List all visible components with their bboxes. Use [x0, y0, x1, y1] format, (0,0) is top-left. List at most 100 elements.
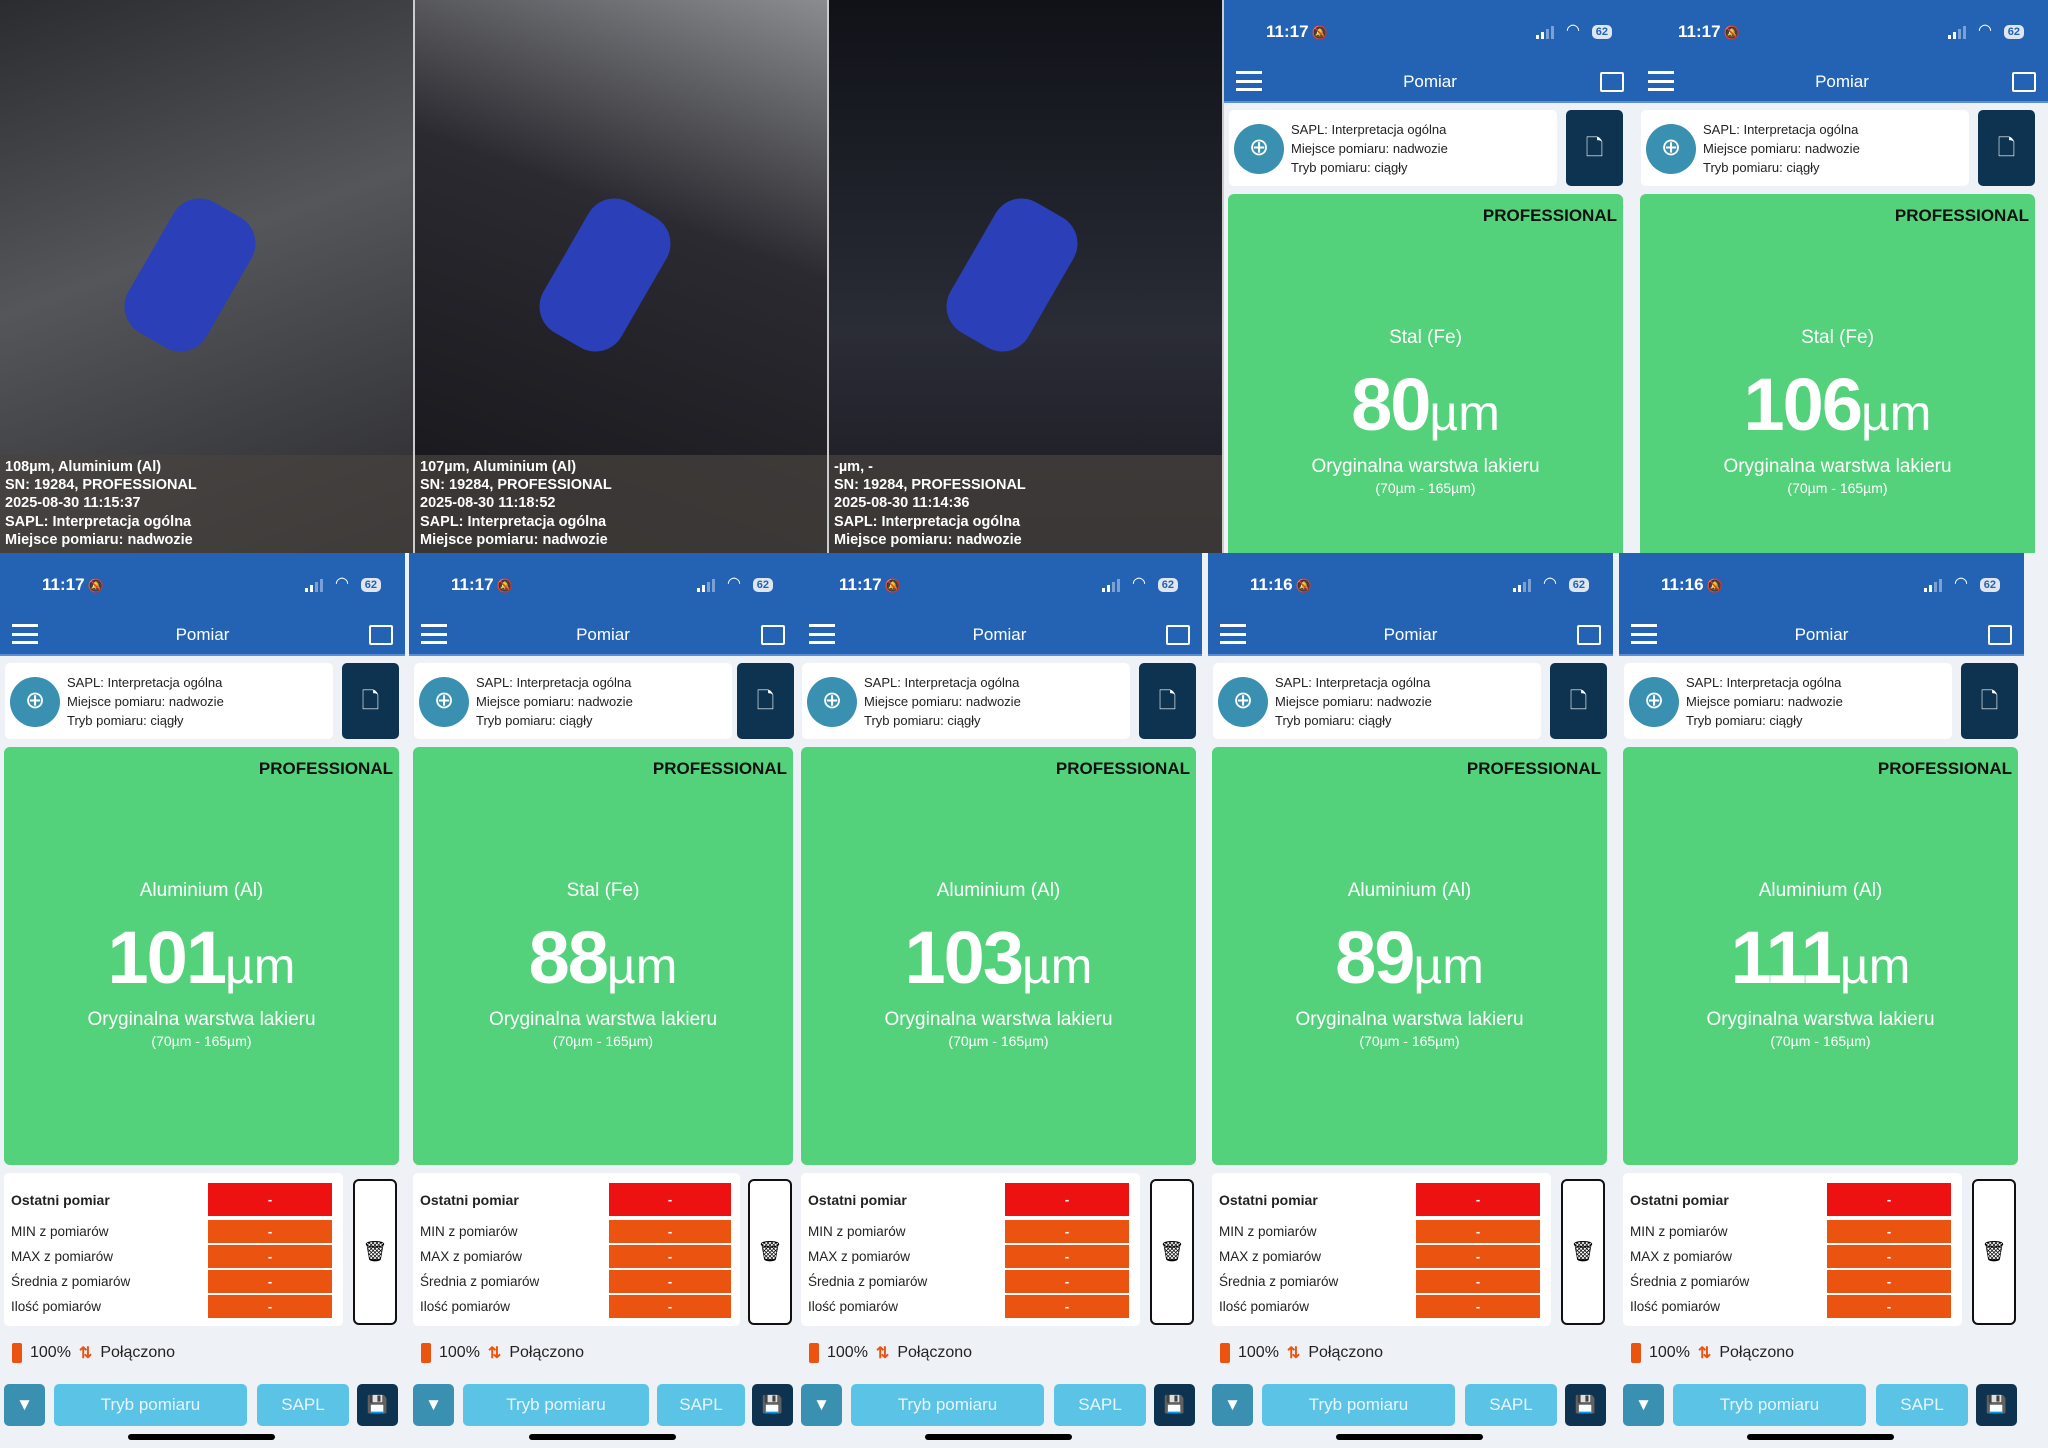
camera-button[interactable]: ⊕ — [1629, 677, 1679, 727]
delete-button[interactable]: 🗑 — [1150, 1179, 1194, 1325]
edition-badge: PROFESSIONAL — [1055, 759, 1190, 778]
fullscreen-icon[interactable] — [761, 625, 785, 645]
caption-line: SN: 19284, PROFESSIONAL — [420, 477, 612, 494]
mode-button[interactable]: Tryb pomiaru — [1262, 1384, 1455, 1426]
mode-button[interactable]: Tryb pomiaru — [54, 1384, 247, 1426]
probe-button[interactable]: ▼ — [801, 1384, 842, 1426]
menu-icon[interactable] — [12, 624, 38, 644]
camera-button[interactable]: ⊕ — [1234, 124, 1284, 174]
range: (70µm - 165µm) — [1787, 480, 1888, 496]
signal-icon — [1513, 579, 1531, 592]
transfer-icon: ⇅ — [1286, 1345, 1301, 1362]
bell-muted-icon: 🔕 — [884, 578, 901, 593]
metal-type: Aluminium (Al) — [1347, 880, 1472, 901]
camera-button[interactable]: ⊕ — [1218, 677, 1268, 727]
save-button[interactable]: 💾 — [357, 1384, 398, 1426]
fullscreen-icon[interactable] — [1166, 625, 1190, 645]
nav-bar: Pomiar — [0, 614, 405, 656]
stat-label: Średnia z pomiarów — [1219, 1273, 1339, 1289]
stat-value: - — [1827, 1245, 1951, 1268]
stat-value: - — [208, 1295, 332, 1318]
time: 11:17 — [839, 575, 882, 594]
stat-value: - — [609, 1270, 731, 1293]
add-file-button[interactable]: 🗋 — [342, 663, 399, 739]
file-plus-icon: 🗋 — [1158, 688, 1177, 713]
menu-icon[interactable] — [1631, 624, 1657, 644]
save-button[interactable]: 💾 — [1976, 1384, 2017, 1426]
home-indicator — [1747, 1434, 1894, 1440]
menu-icon[interactable] — [809, 624, 835, 644]
menu-icon[interactable] — [1220, 624, 1246, 644]
sapl-button[interactable]: SAPL — [1876, 1384, 1968, 1426]
save-button[interactable]: 💾 — [1565, 1384, 1606, 1426]
gauge-device-image — [935, 187, 1089, 363]
save-button[interactable]: 💾 — [752, 1384, 793, 1426]
add-file-button[interactable]: 🗋 — [1961, 663, 2018, 739]
menu-icon[interactable] — [1236, 71, 1262, 91]
stat-value: - — [609, 1295, 731, 1318]
sapl-button[interactable]: SAPL — [1054, 1384, 1146, 1426]
device-battery: 100% — [30, 1344, 71, 1361]
stat-label: Średnia z pomiarów — [420, 1273, 540, 1289]
fullscreen-icon[interactable] — [2012, 72, 2036, 92]
info-line: Tryb pomiaru: ciągły — [1275, 713, 1392, 728]
bell-muted-icon: 🔕 — [1295, 578, 1312, 593]
status-bar: 11:17 🔕 ◠ 62 — [1636, 0, 2048, 61]
caption-line: 2025-08-30 11:14:36 — [834, 495, 970, 512]
stat-label: MAX z pomiarów — [420, 1248, 523, 1264]
delete-button[interactable]: 🗑 — [748, 1179, 792, 1325]
stat-label: Średnia z pomiarów — [1630, 1273, 1750, 1289]
info-line: Tryb pomiaru: ciągły — [67, 713, 184, 728]
file-plus-icon: 🗋 — [1585, 135, 1604, 160]
value-number: 88 — [528, 916, 609, 999]
sapl-button[interactable]: SAPL — [1465, 1384, 1557, 1426]
edition-badge: PROFESSIONAL — [258, 759, 393, 778]
delete-button[interactable]: 🗑 — [353, 1179, 397, 1325]
add-file-button[interactable]: 🗋 — [737, 663, 794, 739]
probe-button[interactable]: ▼ — [1623, 1384, 1664, 1426]
stat-label: Ilość pomiarów — [1219, 1298, 1310, 1314]
fullscreen-icon[interactable] — [1988, 625, 2012, 645]
add-file-button[interactable]: 🗋 — [1139, 663, 1196, 739]
fullscreen-icon[interactable] — [1577, 625, 1601, 645]
mode-button[interactable]: Tryb pomiaru — [463, 1384, 649, 1426]
save-icon: 💾 — [366, 1395, 389, 1414]
sapl-button[interactable]: SAPL — [657, 1384, 745, 1426]
add-file-button[interactable]: 🗋 — [1978, 110, 2035, 186]
save-button[interactable]: 💾 — [1154, 1384, 1195, 1426]
caption-line: 107µm, Aluminium (Al) — [420, 459, 577, 475]
add-file-button[interactable]: 🗋 — [1566, 110, 1623, 186]
fullscreen-icon[interactable] — [1600, 72, 1624, 92]
probe-button[interactable]: ▼ — [1212, 1384, 1253, 1426]
range: (70µm - 165µm) — [1770, 1033, 1871, 1049]
camera-button[interactable]: ⊕ — [10, 677, 60, 727]
value-number: 101 — [107, 916, 227, 999]
add-file-button[interactable]: 🗋 — [1550, 663, 1607, 739]
menu-icon[interactable] — [1648, 71, 1674, 91]
menu-icon[interactable] — [421, 624, 447, 644]
home-indicator — [1336, 1434, 1483, 1440]
fullscreen-icon[interactable] — [369, 625, 393, 645]
gauge-device-image — [113, 187, 267, 363]
mode-button[interactable]: Tryb pomiaru — [851, 1384, 1044, 1426]
sapl-button[interactable]: SAPL — [257, 1384, 349, 1426]
app-screenshot: 11:16 🔕 ◠ 62 Pomiar SAPL: Interpretacja o… — [1619, 553, 2024, 1448]
mode-button[interactable]: Tryb pomiaru — [1673, 1384, 1866, 1426]
probe-button[interactable]: ▼ — [4, 1384, 45, 1426]
interpretation: Oryginalna warstwa lakieru — [1311, 456, 1540, 477]
value-unit: µm — [1413, 938, 1484, 994]
delete-button[interactable]: 🗑 — [1972, 1179, 2016, 1325]
camera-button[interactable]: ⊕ — [807, 677, 857, 727]
gauge-device-image — [528, 187, 682, 363]
info-line: Tryb pomiaru: ciągły — [1703, 160, 1820, 175]
info-line: Miejsce pomiaru: nadwozie — [1703, 141, 1860, 156]
stat-label: Średnia z pomiarów — [808, 1273, 928, 1289]
camera-button[interactable]: ⊕ — [419, 677, 469, 727]
probe-button[interactable]: ▼ — [413, 1384, 454, 1426]
camera-button[interactable]: ⊕ — [1646, 124, 1696, 174]
signal-icon — [1102, 579, 1120, 592]
value-unit: µm — [606, 938, 678, 994]
trash-icon: 🗑 — [757, 1241, 783, 1263]
delete-button[interactable]: 🗑 — [1561, 1179, 1605, 1325]
thickness-value: 80µm — [1228, 362, 1623, 447]
